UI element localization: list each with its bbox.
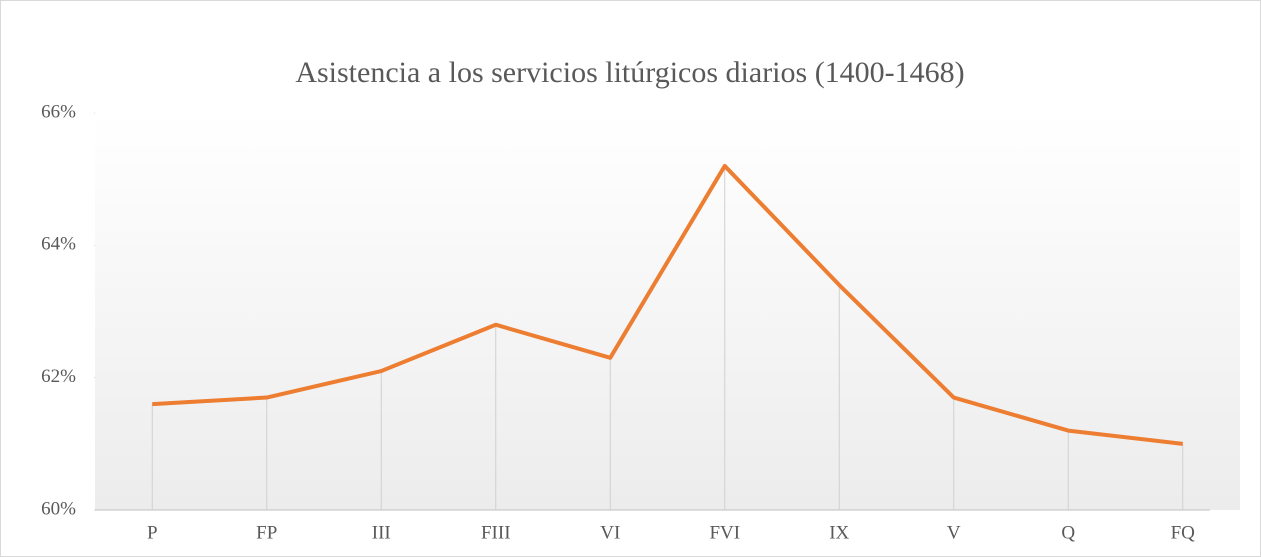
y-tick-label: 62% xyxy=(41,366,76,387)
y-tick-label: 60% xyxy=(41,498,76,519)
x-tick-label: P xyxy=(147,522,158,543)
line-series xyxy=(152,163,1183,446)
plot-area xyxy=(95,113,1240,510)
x-tick-label: III xyxy=(372,522,391,543)
y-tick-label: 64% xyxy=(41,234,76,255)
x-tick-label: VI xyxy=(600,522,620,543)
x-tick-label: FIII xyxy=(481,522,511,543)
chart-title: Asistencia a los servicios litúrgicos di… xyxy=(295,56,964,89)
x-tick-label: V xyxy=(947,522,961,543)
y-tick-label: 66% xyxy=(41,101,76,122)
x-tick-label: IX xyxy=(829,522,849,543)
x-tick-label: FQ xyxy=(1171,522,1196,543)
x-tick-label: Q xyxy=(1061,522,1075,543)
x-tick-label: FVI xyxy=(709,522,740,543)
x-tick-label: FP xyxy=(256,522,277,543)
